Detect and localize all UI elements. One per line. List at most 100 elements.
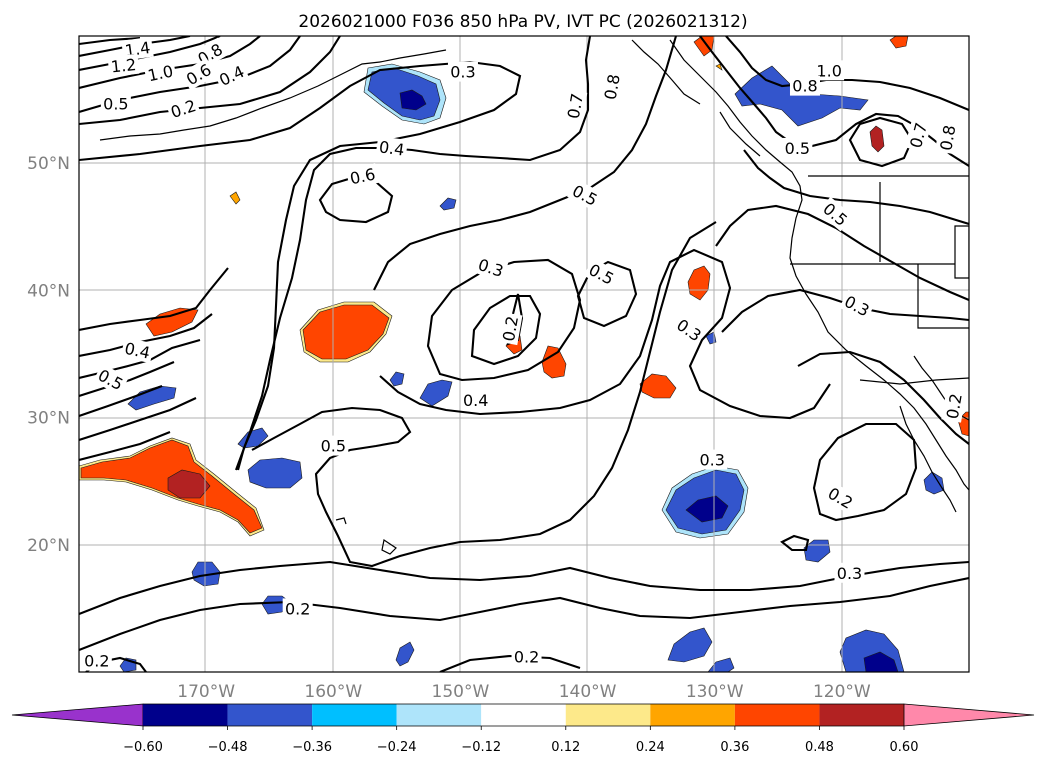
pv-contour-line (439, 654, 581, 672)
contour-label-background (473, 253, 509, 282)
contour-label: 0.3 (699, 451, 724, 470)
pv-contour-line (79, 36, 141, 46)
pv-contour-line (79, 397, 197, 441)
colorbar-swatch (819, 704, 904, 726)
contour-label-background (671, 313, 708, 347)
contour-label-background (318, 435, 349, 456)
contour-label: 1.0 (816, 61, 841, 80)
contour-label-background (834, 562, 865, 583)
contour-label-group: 0.3 (697, 449, 728, 470)
contour-label-background (567, 179, 603, 211)
pv-contour-line (79, 576, 969, 651)
negative-ivt-patch (667, 627, 713, 663)
latitude-tick-label: 20°N (27, 536, 70, 556)
pv-contour-line (426, 258, 582, 382)
colorbar-tick-label: 0.60 (890, 740, 919, 755)
negative-ivt-patch (439, 197, 457, 211)
latitude-tick-label: 40°N (27, 281, 70, 301)
colorbar-tick-label: −0.60 (123, 740, 163, 755)
colorbar-tick-label: −0.36 (292, 740, 332, 755)
contour-label-background (697, 449, 728, 470)
contour-label-background (511, 646, 542, 667)
negative-ivt-patch (389, 371, 405, 387)
contour-label-group: 0.2 (497, 312, 523, 346)
colorbar-swatch (734, 704, 820, 726)
contour-label-background (904, 118, 932, 153)
contour-label-background (180, 57, 217, 91)
pv-contour-line (79, 361, 175, 398)
negative-ivt-patch (247, 457, 303, 489)
negative-ivt-patch (395, 641, 415, 667)
contour-label: 0.2 (943, 392, 966, 420)
contour-label-group: 0.3 (834, 562, 865, 583)
colorbar-upper-extension (903, 703, 1035, 727)
contour-label: 0.3 (837, 564, 862, 583)
contour-label-group: 0.6 (345, 163, 380, 189)
pv-contour-line (797, 350, 969, 445)
contour-label-background (107, 53, 140, 77)
contour-label-background (447, 61, 478, 82)
contour-label: 0.2 (285, 599, 310, 618)
contour-label-background (934, 121, 960, 155)
pv-contour-line (79, 431, 171, 462)
contour-label: 0.4 (123, 339, 152, 363)
contour-label-group: 0.2 (941, 389, 967, 423)
contour-label: 0.6 (348, 164, 377, 188)
colorbar-tick-label: 0.48 (805, 740, 834, 755)
colorbar-tick-label: −0.24 (377, 740, 417, 755)
contour-label-group: 0.3 (447, 61, 478, 82)
pv-contour-line (715, 204, 969, 301)
negative-ivt-patch (127, 385, 177, 411)
contour-label-group: 1.0 (143, 59, 178, 86)
contour-label-background (92, 363, 129, 396)
contour-label: 0.5 (785, 139, 810, 158)
contour-label-group: 0.8 (789, 75, 820, 96)
pv-contour-line (79, 385, 163, 417)
contour-label-group: 0.2 (282, 598, 313, 619)
longitude-tick-label: 150°W (432, 682, 490, 702)
contour-label-background (822, 481, 859, 514)
contour-label-background (562, 89, 588, 123)
contour-label-background (345, 163, 380, 189)
contour-label-group: 0.5 (100, 93, 131, 114)
contour-label-background (583, 257, 620, 290)
colorbar-swatch (312, 704, 397, 726)
colorbar-swatch (650, 704, 735, 726)
contour-label-group: 0.8 (599, 70, 625, 104)
contour-label: 0.2 (514, 648, 539, 667)
colorbar-outline (143, 703, 904, 727)
longitude-tick-label: 140°W (559, 682, 617, 702)
positive-ivt-patch (869, 125, 885, 153)
contour-label-group: 0.2 (81, 650, 112, 671)
contour-label-background (941, 389, 967, 423)
colorbar-tick-label: 0.12 (551, 740, 580, 755)
contour-label-group: 0.5 (782, 137, 813, 158)
pv-contour-line (470, 294, 542, 366)
pv-contour-line (79, 560, 969, 615)
pv-contour-line (79, 60, 522, 471)
colorbar-swatch (396, 704, 482, 726)
negative-ivt-patch (863, 651, 899, 672)
contour-label-group: 0.7 (562, 89, 588, 123)
chart-title: 2026021000 F036 850 hPa PV, IVT PC (2026… (298, 12, 747, 32)
contour-label-background (497, 312, 523, 346)
pv-contour-line (79, 313, 213, 358)
contour-label-group: 0.4 (375, 135, 409, 160)
negative-ivt-patch (399, 89, 427, 111)
colorbar: −0.60 −0.48 −0.36 −0.24 −0.12 0.12 0.24 0.36 0.4… (11, 703, 1035, 755)
colorbar-tick-label: 0.24 (636, 740, 665, 755)
colorbar-swatch (143, 704, 228, 726)
colorbar-swatch (565, 704, 651, 726)
contour-label-background (789, 75, 820, 96)
contour-label-background (814, 60, 845, 81)
pv-contour-line (79, 267, 229, 332)
contour-label-background (839, 289, 876, 322)
pv-contour-line (79, 36, 341, 126)
pv-contour-line (379, 248, 831, 420)
longitude-tick-label: 130°W (686, 682, 744, 702)
contour-label-background (817, 196, 854, 232)
contour-label-group: 0.8 (934, 121, 960, 155)
longitude-tick-labels: 170°W 160°W 150°W 140°W 130°W 120°W (177, 682, 871, 702)
positive-ivt-patch (229, 191, 241, 205)
colorbar-tick-label: −0.48 (208, 740, 248, 755)
